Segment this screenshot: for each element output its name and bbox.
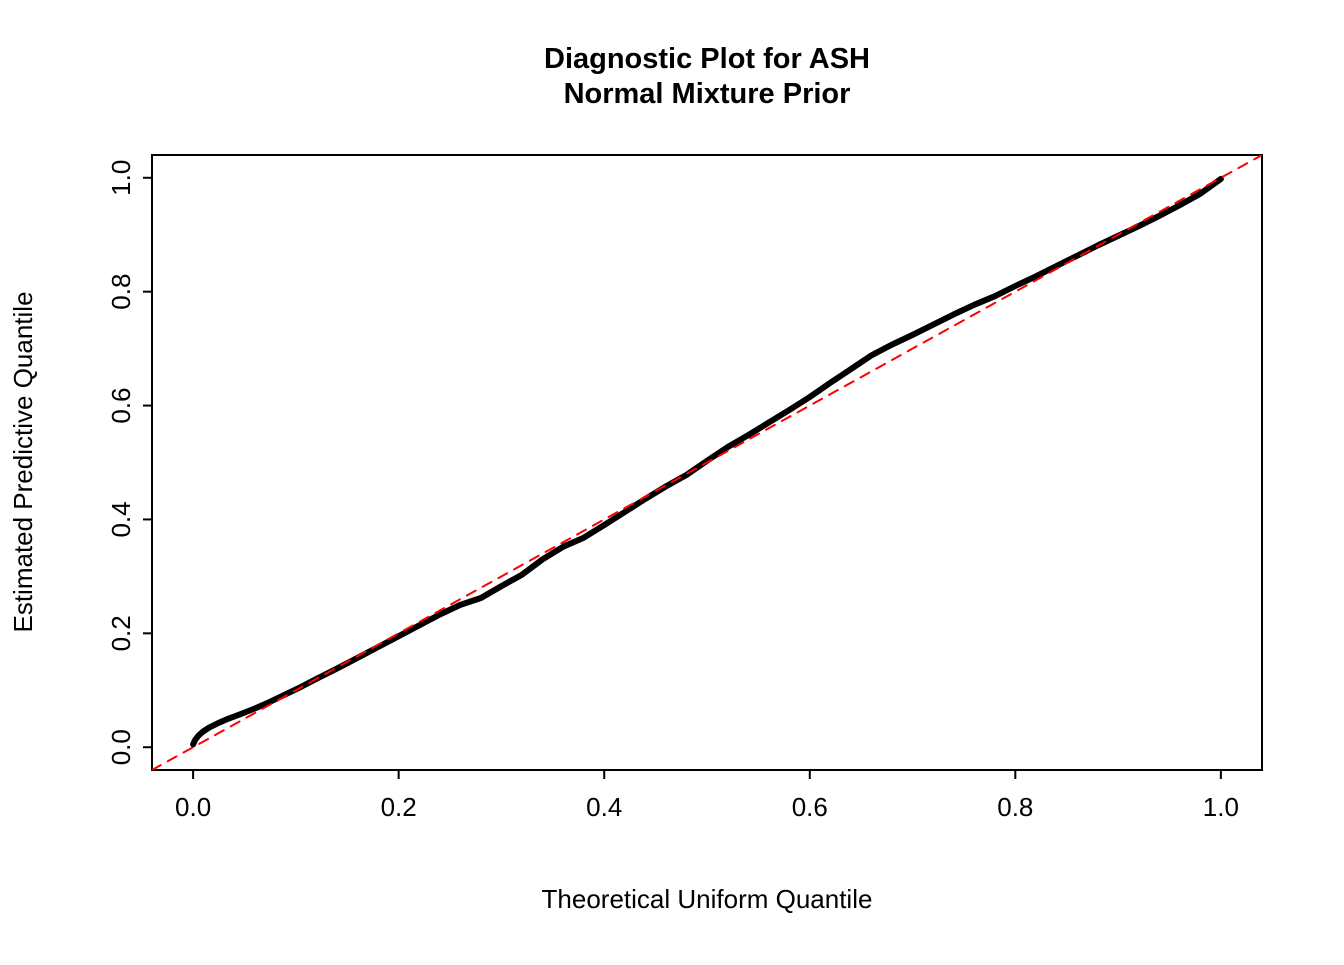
- x-tick-label: 0.6: [792, 792, 828, 822]
- y-tick-label: 0.8: [106, 274, 136, 310]
- x-tick-label: 0.2: [381, 792, 417, 822]
- y-tick-label: 1.0: [106, 160, 136, 196]
- plot-border: [151, 154, 1263, 771]
- x-axis-label: Theoretical Uniform Quantile: [542, 884, 873, 914]
- y-tick-label: 0.0: [106, 729, 136, 765]
- x-tick-label: 0.0: [175, 792, 211, 822]
- y-tick-label: 0.4: [106, 501, 136, 537]
- x-tick-label: 1.0: [1203, 792, 1239, 822]
- identity-reference-line: [152, 155, 1262, 770]
- estimated-quantile-curve: [190, 175, 1224, 748]
- y-axis-label: Estimated Predictive Quantile: [8, 291, 38, 632]
- axis-ticks: 0.0 0.2 0.4 0.6 0.8 1.0 0.0 0.2 0.4 0.6 0.8 1.0: [106, 160, 1239, 822]
- series-layer: [152, 155, 1262, 770]
- chart-title-line1: Diagnostic Plot for ASH: [544, 43, 870, 75]
- y-tick-label: 0.6: [106, 387, 136, 423]
- x-tick-label: 0.8: [997, 792, 1033, 822]
- x-tick-label: 0.4: [586, 792, 622, 822]
- chart-title-line2: Normal Mixture Prior: [564, 78, 851, 110]
- y-tick-label: 0.2: [106, 615, 136, 651]
